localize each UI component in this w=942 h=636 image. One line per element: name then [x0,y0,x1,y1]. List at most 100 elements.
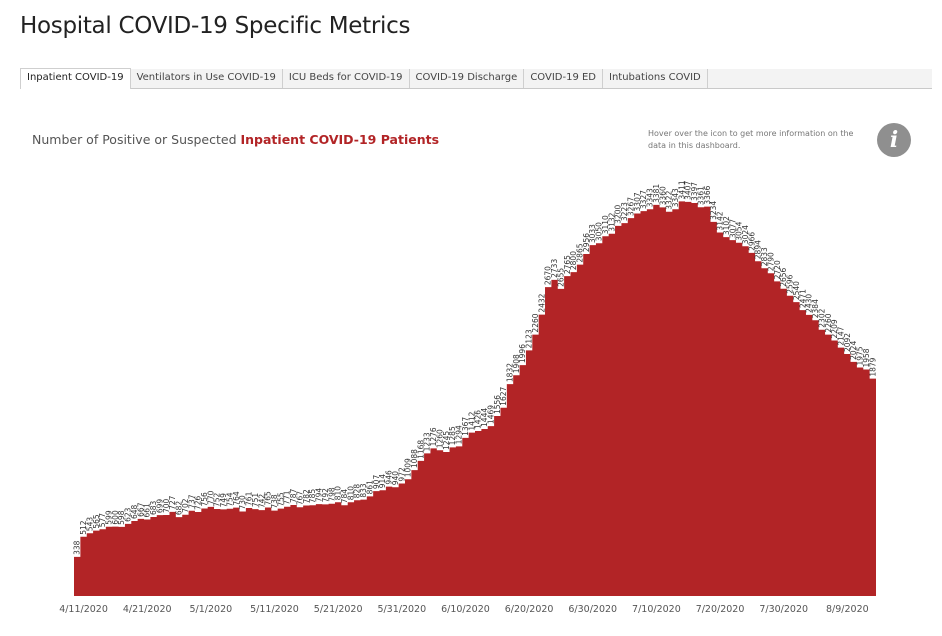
tab-inpatient-covid[interactable]: Inpatient COVID-19 [20,68,131,89]
data-bar[interactable] [787,296,793,596]
data-bar[interactable] [278,509,284,596]
data-bar[interactable] [450,447,456,596]
data-bar[interactable] [583,254,589,596]
data-bar[interactable] [558,289,564,596]
data-bar[interactable] [373,491,379,596]
data-bar[interactable] [634,213,640,596]
data-bar[interactable] [157,515,163,596]
data-bar[interactable] [303,506,309,596]
data-bar[interactable] [265,508,271,596]
data-bar[interactable] [144,520,150,596]
data-bar[interactable] [844,354,850,596]
data-bar[interactable] [131,521,137,596]
data-bar[interactable] [430,448,436,596]
data-bar[interactable] [208,507,214,596]
data-bar[interactable] [163,515,169,596]
data-bar[interactable] [87,533,93,596]
data-bar[interactable] [507,384,513,596]
data-bar[interactable] [189,511,195,596]
data-bar[interactable] [456,446,462,596]
data-bar[interactable] [399,484,405,596]
data-bar[interactable] [125,524,131,596]
data-bar[interactable] [93,531,99,596]
data-bar[interactable] [316,504,322,596]
tab-discharge[interactable]: COVID-19 Discharge [410,69,525,88]
data-bar[interactable] [214,509,220,596]
data-bar[interactable] [539,315,545,596]
data-bar[interactable] [532,335,538,596]
data-bar[interactable] [195,512,201,596]
data-bar[interactable] [761,268,767,596]
data-bar[interactable] [870,379,876,596]
data-bar[interactable] [857,368,863,596]
tab-ed[interactable]: COVID-19 ED [524,69,604,88]
data-bar[interactable] [182,515,188,596]
data-bar[interactable] [386,487,392,596]
data-bar[interactable] [469,433,475,596]
data-bar[interactable] [863,370,869,596]
data-bar[interactable] [437,450,443,596]
data-bar[interactable] [679,201,685,596]
data-bar[interactable] [590,245,596,596]
data-bar[interactable] [781,289,787,596]
data-bar[interactable] [736,243,742,596]
data-bar[interactable] [838,348,844,596]
data-bar[interactable] [112,527,118,596]
data-bar[interactable] [851,362,857,596]
data-bar[interactable] [831,340,837,596]
data-bar[interactable] [526,350,532,596]
data-bar[interactable] [672,209,678,596]
data-bar[interactable] [685,202,691,596]
data-bar[interactable] [138,519,144,596]
data-bar[interactable] [411,470,417,596]
data-bar[interactable] [793,302,799,596]
data-bar[interactable] [176,517,182,596]
data-bar[interactable] [647,209,653,596]
data-bar[interactable] [322,504,328,596]
data-bar[interactable] [239,512,245,596]
data-bar[interactable] [290,505,296,596]
data-bar[interactable] [443,452,449,596]
data-bar[interactable] [74,557,80,596]
data-bar[interactable] [698,207,704,596]
tab-icu-beds[interactable]: ICU Beds for COVID-19 [283,69,410,88]
data-bar[interactable] [335,502,341,596]
data-bar[interactable] [551,280,557,596]
data-bar[interactable] [367,496,373,596]
data-bar[interactable] [246,508,252,596]
data-bar[interactable] [201,509,207,596]
data-bar[interactable] [392,487,398,596]
data-bar[interactable] [494,416,500,596]
data-bar[interactable] [628,218,634,596]
data-bar[interactable] [730,240,736,596]
data-bar[interactable] [259,510,265,596]
data-bar[interactable] [653,205,659,596]
data-bar[interactable] [570,272,576,596]
data-bar[interactable] [640,211,646,596]
info-icon[interactable]: i [877,123,911,157]
data-bar[interactable] [418,461,424,596]
data-bar[interactable] [596,243,602,596]
data-bar[interactable] [800,310,806,596]
data-bar[interactable] [825,335,831,596]
data-bar[interactable] [462,438,468,596]
data-bar[interactable] [711,222,717,596]
data-bar[interactable] [481,429,487,596]
data-bar[interactable] [405,479,411,596]
data-bar[interactable] [424,453,430,596]
data-bar[interactable] [723,237,729,596]
data-bar[interactable] [341,505,347,596]
data-bar[interactable] [609,234,615,596]
data-bar[interactable] [271,511,277,596]
data-bar[interactable] [520,365,526,596]
data-bar[interactable] [819,330,825,596]
data-bar[interactable] [704,207,710,596]
data-bar[interactable] [106,527,112,596]
data-bar[interactable] [310,505,316,596]
data-bar[interactable] [774,281,780,596]
data-bar[interactable] [99,529,105,596]
data-bar[interactable] [233,508,239,596]
tab-ventilators[interactable]: Ventilators in Use COVID-19 [131,69,283,88]
data-bar[interactable] [169,512,175,596]
data-bar[interactable] [717,233,723,596]
